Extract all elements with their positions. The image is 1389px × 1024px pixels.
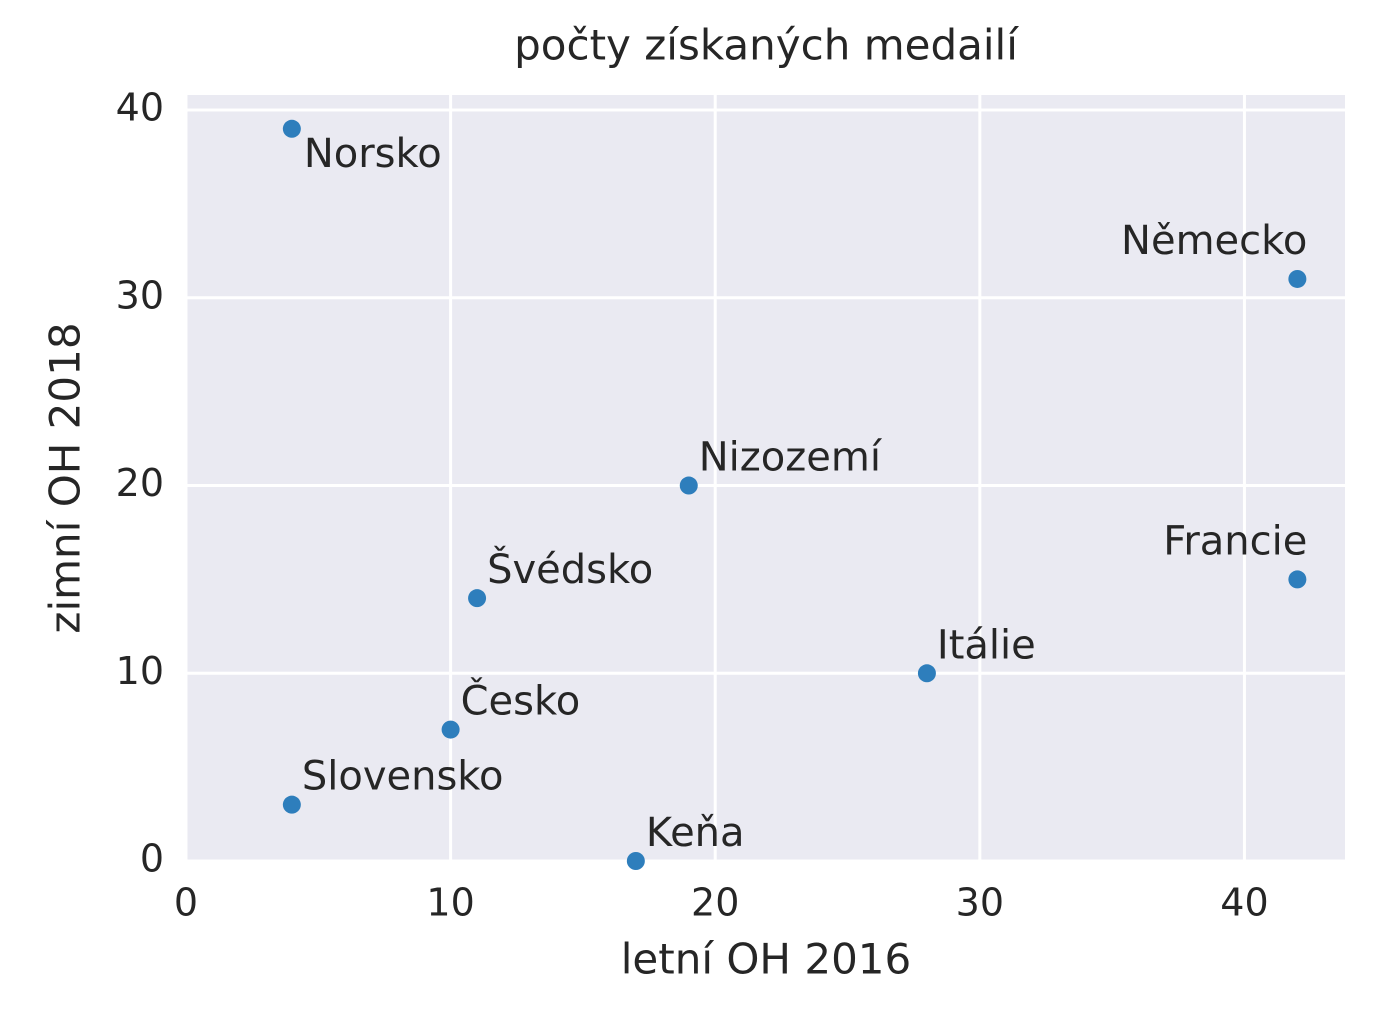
y-tick-label: 20 xyxy=(116,461,164,505)
point-label: Česko xyxy=(461,677,581,725)
plot-area xyxy=(186,95,1345,861)
point-label: Itálie xyxy=(937,622,1036,668)
point xyxy=(282,119,301,138)
x-tick-label: 0 xyxy=(174,881,198,925)
x-tick-label: 40 xyxy=(1220,881,1268,925)
point-label: Nizozemí xyxy=(699,435,883,481)
x-tick-label: 10 xyxy=(426,881,474,925)
point xyxy=(679,476,698,495)
point-label: Francie xyxy=(1163,518,1307,564)
point xyxy=(917,664,936,683)
point xyxy=(626,852,645,870)
y-tick-label: 40 xyxy=(116,86,164,130)
y-tick-label: 10 xyxy=(116,649,164,693)
chart-title: počty získaných medailí xyxy=(514,21,1019,70)
point-label: Keňa xyxy=(646,810,745,856)
x-tick-label: 20 xyxy=(691,881,739,925)
point xyxy=(441,720,460,739)
y-tick-label: 0 xyxy=(140,837,164,881)
point-label: Norsko xyxy=(304,131,442,177)
point xyxy=(468,589,487,608)
point xyxy=(282,795,301,814)
point-label: Slovensko xyxy=(302,754,504,800)
point-label: Německo xyxy=(1121,218,1307,264)
x-axis-label: letní OH 2016 xyxy=(621,935,912,984)
point xyxy=(1288,570,1307,589)
x-tick-label: 30 xyxy=(956,881,1004,925)
y-tick-label: 30 xyxy=(116,273,164,317)
point xyxy=(1288,269,1307,288)
point-label: Švédsko xyxy=(487,545,653,593)
y-axis-label: zimní OH 2018 xyxy=(41,322,90,633)
